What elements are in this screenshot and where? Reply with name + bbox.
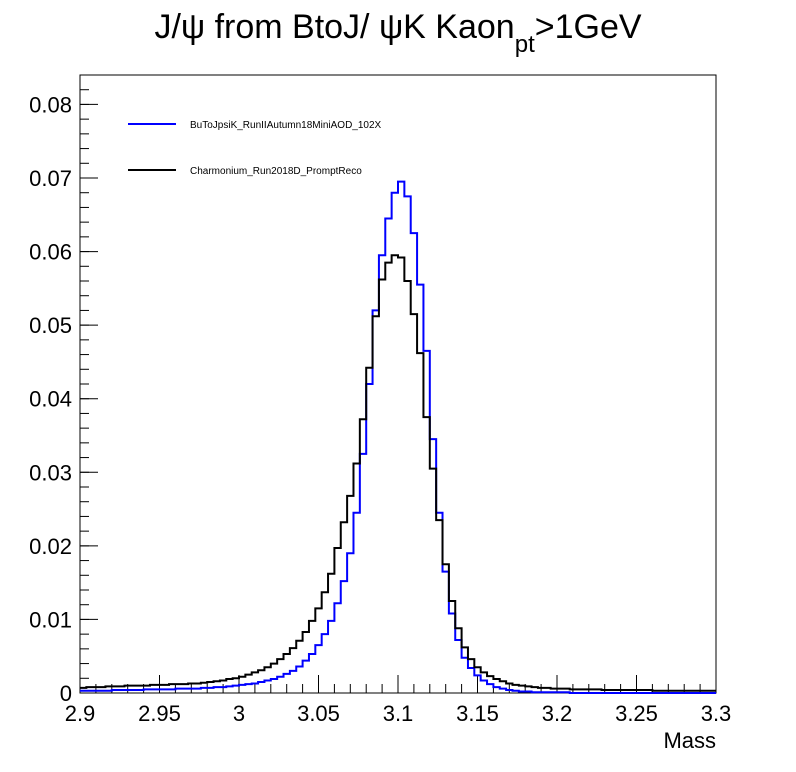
chart-title-suffix: >1GeV xyxy=(534,8,642,46)
x-tick-label: 3 xyxy=(233,701,245,726)
x-axis-label: Mass xyxy=(663,728,716,753)
legend-label-1: BuToJpsiK_RunIIAutumn18MiniAOD_102X xyxy=(190,120,382,131)
y-tick-label: 0.03 xyxy=(29,460,72,485)
y-tick-label: 0.07 xyxy=(29,166,72,191)
y-tick-label: 0.06 xyxy=(29,240,72,265)
series-line-2 xyxy=(80,254,716,692)
series-line-1 xyxy=(80,180,716,694)
x-tick-label: 3.3 xyxy=(701,701,732,726)
y-tick-label: 0.05 xyxy=(29,313,72,338)
y-tick-label: 0.08 xyxy=(29,92,72,117)
series-group xyxy=(80,180,716,694)
x-tick-label: 2.95 xyxy=(138,701,181,726)
axes: 2.9 2.95 3 3.05 3.1 3.15 3.2 3.25 3.3 0 0.01 0.02 0.… xyxy=(29,74,732,726)
x-tick-label: 2.9 xyxy=(65,701,96,726)
legend: BuToJpsiK_RunIIAutumn18MiniAOD_102X Charm… xyxy=(128,120,382,177)
y-tick-label: 0.01 xyxy=(29,607,72,632)
chart-title-main: J/ψ from BtoJ/ ψK Kaon xyxy=(154,8,515,46)
x-tick-label: 3.15 xyxy=(456,701,499,726)
x-tick-label: 3.2 xyxy=(542,701,573,726)
plot-frame xyxy=(79,74,717,694)
chart-title-subscript: pt xyxy=(514,31,535,58)
x-tick-label: 3.1 xyxy=(383,701,414,726)
x-tick-label: 3.05 xyxy=(297,701,340,726)
y-tick-label: 0.02 xyxy=(29,534,72,559)
y-tick-label: 0.04 xyxy=(29,387,72,412)
legend-label-2: Charmonium_Run2018D_PromptReco xyxy=(190,166,362,177)
y-tick-label: 0 xyxy=(60,681,72,706)
x-tick-label: 3.25 xyxy=(615,701,658,726)
chart-title: J/ψ from BtoJ/ ψK Kaonpt>1GeV xyxy=(0,8,796,58)
